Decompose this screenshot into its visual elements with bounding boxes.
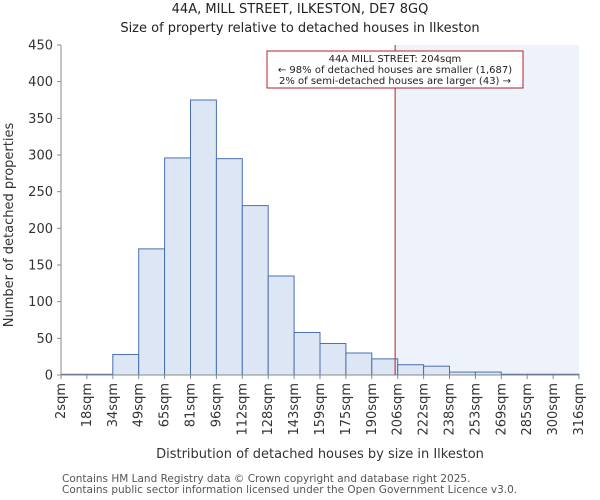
x-tick-label-159sqm: 159sqm bbox=[313, 383, 328, 436]
bar-222sqm bbox=[423, 365, 451, 376]
larger-region-shade bbox=[395, 45, 579, 375]
y-tick-label-350: 350 bbox=[28, 112, 53, 127]
bar-175sqm bbox=[345, 352, 373, 376]
bar-128sqm bbox=[267, 275, 295, 376]
x-tick-label-269sqm: 269sqm bbox=[494, 383, 509, 436]
x-tick-label-2sqm: 2sqm bbox=[54, 383, 69, 419]
bar-65sqm bbox=[164, 157, 192, 376]
bar-112sqm bbox=[241, 205, 269, 376]
footer-line-2: Contains public sector information licen… bbox=[62, 484, 518, 496]
bars-group bbox=[60, 99, 580, 376]
x-tick-label-65sqm: 65sqm bbox=[158, 383, 173, 427]
y-tick-label-400: 400 bbox=[28, 75, 53, 90]
x-tick-label-222sqm: 222sqm bbox=[417, 383, 432, 436]
bar-96sqm bbox=[215, 158, 243, 376]
y-tick-label-450: 450 bbox=[28, 39, 53, 54]
y-tick-label-50: 50 bbox=[36, 332, 53, 347]
y-tick-label-0: 0 bbox=[45, 369, 53, 384]
x-tick-label-49sqm: 49sqm bbox=[132, 383, 147, 427]
bar-190sqm bbox=[371, 358, 399, 376]
y-tick-label-300: 300 bbox=[28, 149, 53, 164]
y-axis-label: Number of detached properties bbox=[2, 123, 17, 328]
x-tick-label-18sqm: 18sqm bbox=[80, 383, 95, 427]
x-tick-label-238sqm: 238sqm bbox=[443, 383, 458, 436]
bar-34sqm bbox=[112, 353, 140, 376]
annotation-box bbox=[266, 50, 524, 89]
x-tick-label-285sqm: 285sqm bbox=[520, 383, 535, 436]
x-tick-label-253sqm: 253sqm bbox=[468, 383, 483, 436]
x-tick-label-34sqm: 34sqm bbox=[106, 383, 121, 427]
bar-206sqm bbox=[397, 364, 425, 376]
x-tick-label-96sqm: 96sqm bbox=[209, 383, 224, 427]
x-tick-label-81sqm: 81sqm bbox=[184, 383, 199, 427]
bar-159sqm bbox=[319, 342, 347, 376]
bar-143sqm bbox=[293, 331, 321, 376]
x-tick-label-206sqm: 206sqm bbox=[391, 383, 406, 436]
y-tick-label-250: 250 bbox=[28, 185, 53, 200]
x-tick-label-128sqm: 128sqm bbox=[261, 383, 276, 436]
annotation-line-2: ← 98% of detached houses are smaller (1,… bbox=[278, 65, 512, 76]
y-tick-label-150: 150 bbox=[28, 259, 53, 274]
x-tick-label-143sqm: 143sqm bbox=[287, 383, 302, 436]
x-tick-label-175sqm: 175sqm bbox=[339, 383, 354, 436]
y-tick-label-100: 100 bbox=[28, 295, 53, 310]
x-tick-label-316sqm: 316sqm bbox=[572, 383, 587, 436]
chart-subtitle: Size of property relative to detached ho… bbox=[120, 21, 480, 36]
x-tick-label-300sqm: 300sqm bbox=[546, 383, 561, 436]
x-ticks-group: 2sqm 18sqm 34sqm 49sqm 65sqm 81sqm 96sqm 112sqm… bbox=[54, 375, 587, 436]
x-tick-label-190sqm: 190sqm bbox=[365, 383, 380, 436]
x-tick-label-112sqm: 112sqm bbox=[235, 383, 250, 436]
footer-line-1: Contains HM Land Registry data © Crown c… bbox=[62, 473, 471, 485]
annotation-line-1: 44A MILL STREET: 204sqm bbox=[329, 54, 462, 65]
y-tick-label-200: 200 bbox=[28, 222, 53, 237]
bar-81sqm bbox=[190, 99, 217, 376]
bar-49sqm bbox=[138, 248, 166, 376]
chart-title: 44A, MILL STREET, ILKESTON, DE7 8GQ bbox=[171, 2, 429, 17]
x-axis-label: Distribution of detached houses by size … bbox=[156, 447, 484, 462]
y-ticks-group: 0 50 100 150 200 250 300 350 400 450 bbox=[28, 39, 61, 384]
annotation-line-3: 2% of semi-detached houses are larger (4… bbox=[279, 76, 511, 87]
